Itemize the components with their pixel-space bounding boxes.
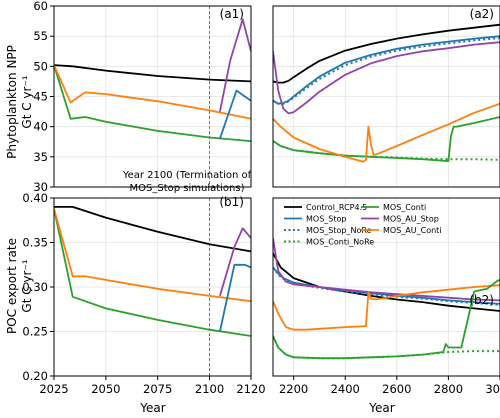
y-tick-label: 50 xyxy=(33,59,48,73)
series-mos-conti-nore xyxy=(273,335,500,360)
termination-annotation-line1: Year 2100 (Termination of xyxy=(122,170,252,181)
panel-a2 xyxy=(272,5,500,188)
legend-label: MOS_AU_Stop xyxy=(383,215,439,224)
panel-label-b2: (b2) xyxy=(469,293,494,307)
panel-label-a1: (a1) xyxy=(220,7,244,21)
y-tick-label: 0.30 xyxy=(22,280,48,294)
series-mos-au-stop xyxy=(273,41,500,115)
series-mos-au-conti xyxy=(273,102,500,163)
x-tick-label: 2025 xyxy=(39,382,68,396)
legend: Control_RCP4.5 MOS_Stop MOS_Stop_NoRe MOS_C… xyxy=(284,203,442,247)
x-tick-label: 2200 xyxy=(279,382,308,396)
x-tick-label: 2120 xyxy=(236,382,265,396)
panel-b1: 0.20 0.25 0.30 0.35 0.40 2025 2050 2075 2100 2120 xyxy=(22,191,265,396)
axes-frame xyxy=(272,197,500,377)
b1-xlabel: Year xyxy=(139,401,165,415)
panel-a1: 30 35 40 45 50 55 60 xyxy=(33,0,252,194)
y-tick-label: 45 xyxy=(33,90,48,104)
x-tick-label: 2100 xyxy=(195,382,224,396)
series-mos-au-conti xyxy=(54,64,251,120)
b-ylabel-line2: Gt C yr⁻¹ xyxy=(20,259,34,312)
x-tick-label: 2075 xyxy=(143,382,172,396)
legend-label: MOS_Stop xyxy=(306,215,346,224)
series-mos-au-stop xyxy=(219,18,251,112)
series-mos-conti xyxy=(54,64,251,142)
legend-label: MOS_Conti xyxy=(383,203,426,212)
y-tick-label: 0.35 xyxy=(22,236,48,250)
x-tick-label: 2400 xyxy=(331,382,360,396)
y-tick-label: 55 xyxy=(33,29,48,43)
series-mos-stop xyxy=(219,89,251,139)
series-mos-conti xyxy=(273,116,500,163)
a-ylabel-line2: Gt C yr⁻¹ xyxy=(20,75,34,128)
series-control-rcp4-5 xyxy=(54,64,251,83)
series-control-rcp4-5 xyxy=(273,252,500,312)
series-mos-au-stop xyxy=(219,227,251,297)
series-mos-conti-nore xyxy=(273,140,500,161)
x-tick-label: 2600 xyxy=(382,382,411,396)
axes-frame xyxy=(272,5,500,188)
series-control-rcp4-5 xyxy=(54,205,251,253)
series-mos-stop xyxy=(219,263,251,332)
legend-label: Control_RCP4.5 xyxy=(306,203,367,212)
panel-label-a2: (a2) xyxy=(470,7,494,21)
y-tick-label: 30 xyxy=(33,180,48,194)
series-mos-au-stop xyxy=(273,237,500,302)
series-mos-conti xyxy=(273,279,500,360)
series-mos-stop-nore xyxy=(273,37,500,105)
x-tick-label: 2800 xyxy=(434,382,463,396)
termination-annotation-line2: MOS_Stop simulations) xyxy=(130,183,245,194)
series-mos-au-conti xyxy=(54,208,251,303)
a-ylabel-line1: Phytoplankton NPP xyxy=(5,45,19,159)
y-tick-label: 0.25 xyxy=(22,325,48,339)
legend-label: MOS_Conti_NoRe xyxy=(306,238,374,247)
y-tick-label: 0.40 xyxy=(22,191,48,205)
x-tick-label: 2050 xyxy=(91,382,120,396)
y-tick-label: 40 xyxy=(33,120,48,134)
b2-xlabel: Year xyxy=(368,401,394,415)
y-tick-label: 60 xyxy=(33,0,48,13)
panel-b2: 2200 2400 2600 2800 3000 xyxy=(272,197,500,396)
legend-label: MOS_Stop_NoRe xyxy=(306,226,372,235)
b-ylabel-line1: POC export rate xyxy=(5,238,19,334)
panel-label-b1: (b1) xyxy=(219,195,244,209)
x-tick-label: 3000 xyxy=(485,382,500,396)
y-tick-label: 35 xyxy=(33,150,48,164)
y-tick-label: 0.20 xyxy=(22,369,48,383)
series-mos-stop xyxy=(273,35,500,105)
series-control-rcp4-5 xyxy=(273,23,500,84)
series-mos-conti xyxy=(54,208,251,337)
series-mos-au-conti xyxy=(273,284,500,331)
legend-label: MOS_AU_Conti xyxy=(383,226,442,235)
